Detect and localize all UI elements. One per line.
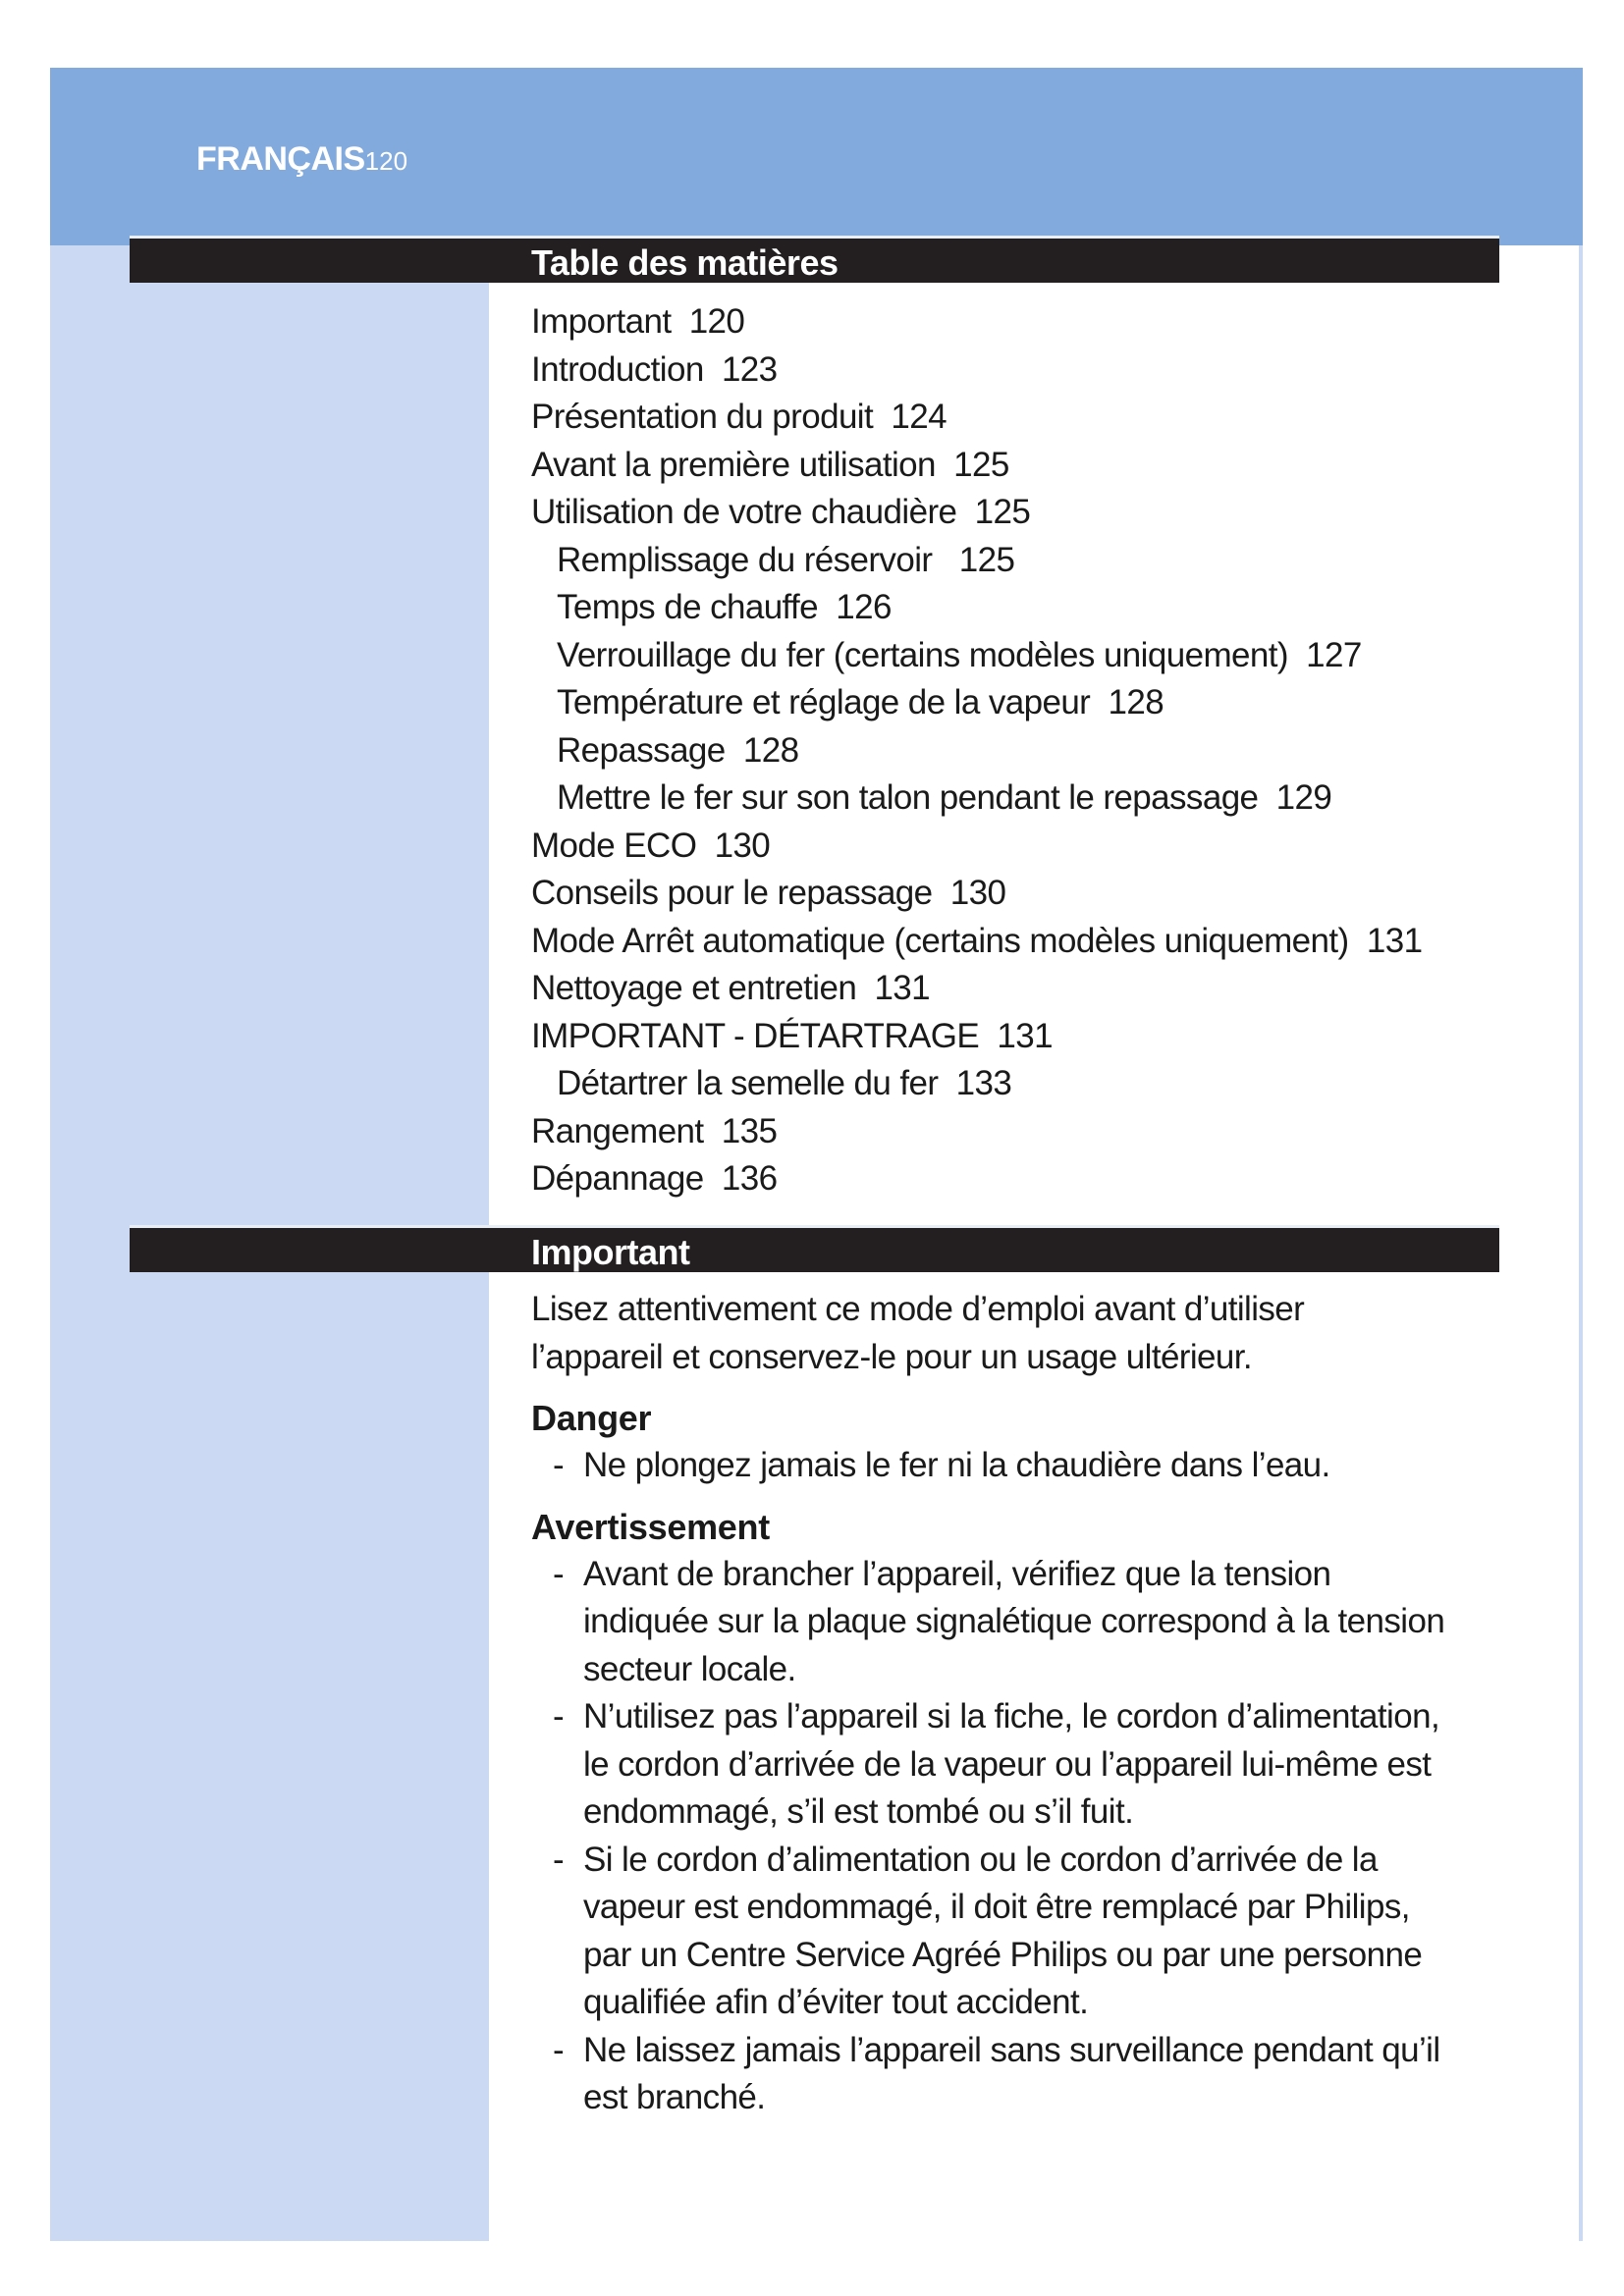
toc-item[interactable]: Dépannage 136 [531, 1159, 778, 1198]
toc-item[interactable]: Repassage 128 [557, 730, 799, 770]
bullet-line: endommagé, s’il est tombé ou s’il fuit. [531, 1789, 1513, 1837]
bullet-text: Ne laissez jamais l’appareil sans survei… [583, 2030, 1440, 2069]
bullet-line: - Avant de brancher l’appareil, vérifiez … [531, 1551, 1513, 1599]
toc-item[interactable]: Rangement 135 [531, 1111, 778, 1150]
bullet-dash: - [553, 1446, 565, 1484]
bullet-text: est branché. [583, 2078, 766, 2116]
bullet-line: est branché. [531, 2074, 1513, 2122]
toc-item[interactable]: Avant la première utilisation 125 [531, 445, 1009, 484]
bullet-dash: - [553, 1697, 565, 1735]
danger-list: - Ne plongez jamais le fer ni la chaudièr… [531, 1442, 1513, 1490]
danger-heading: Danger [531, 1398, 652, 1438]
bullet-line: - Ne plongez jamais le fer ni la chaudièr… [531, 1442, 1513, 1490]
language-label: FRANÇAIS [196, 140, 365, 178]
bullet-line: le cordon d’arrivée de la vapeur ou l’ap… [531, 1741, 1513, 1789]
toc-item[interactable]: Utilisation de votre chaudière 125 [531, 493, 1031, 531]
toc-title: Table des matières [531, 242, 839, 283]
toc-item[interactable]: Mode ECO 130 [531, 826, 771, 865]
toc-list: Important 120 Introduction 123 Présentatio… [531, 298, 1423, 1203]
bullet-line: qualifiée afin d’éviter tout accident. [531, 1979, 1513, 2027]
bullet-text: Si le cordon d’alimentation ou le cordon… [583, 1840, 1378, 1879]
bullet-text: Ne plongez jamais le fer ni la chaudière… [583, 1446, 1330, 1484]
bullet-dash: - [553, 1554, 565, 1593]
warning-list: - Avant de brancher l’appareil, vérifiez … [531, 1551, 1513, 2122]
warning-heading: Avertissement [531, 1506, 770, 1547]
toc-item[interactable]: Température et réglage de la vapeur 128 [557, 683, 1164, 721]
toc-item[interactable]: Mettre le fer sur son talon pendant le r… [557, 778, 1332, 817]
bullet-line: indiquée sur la plaque signalétique corr… [531, 1598, 1513, 1646]
header-band [50, 68, 1583, 245]
toc-item[interactable]: Introduction 123 [531, 349, 778, 389]
important-heading-bar: Important [130, 1225, 1499, 1272]
bullet-line: secteur locale. [531, 1646, 1513, 1694]
bullet-dash: - [553, 1840, 565, 1879]
bullet-text: le cordon d’arrivée de la vapeur ou l’ap… [583, 1744, 1432, 1784]
toc-item[interactable]: Présentation du produit 124 [531, 398, 947, 436]
page-header: FRANÇAIS120 [196, 140, 407, 179]
toc-item[interactable]: Conseils pour le repassage 130 [531, 874, 1006, 912]
intro-line: l’appareil et conservez-le pour un usage… [531, 1337, 1253, 1376]
bullet-line: par un Centre Service Agréé Philips ou p… [531, 1932, 1513, 1980]
bullet-text: Avant de brancher l’appareil, vérifiez q… [583, 1554, 1331, 1593]
toc-item[interactable]: Important 120 [531, 302, 745, 341]
bullet-text: N’utilisez pas l’appareil si la fiche, l… [583, 1697, 1440, 1735]
bullet-text: secteur locale. [583, 1649, 796, 1688]
page-number: 120 [364, 146, 408, 176]
toc-item[interactable]: Temps de chauffe 126 [557, 588, 892, 626]
toc-heading-bar: Table des matières [130, 236, 1499, 283]
toc-item[interactable]: Remplissage du réservoir 125 [557, 540, 1015, 579]
toc-item[interactable]: Détartrer la semelle du fer 133 [557, 1064, 1012, 1102]
toc-item[interactable]: Nettoyage et entretien 131 [531, 969, 931, 1007]
bullet-line: - Si le cordon d’alimentation ou le cordo… [531, 1837, 1513, 1885]
bullet-text: qualifiée afin d’éviter tout accident. [583, 1983, 1089, 2021]
bullet-text: endommagé, s’il est tombé ou s’il fuit. [583, 1792, 1134, 1831]
toc-item[interactable]: Verrouillage du fer (certains modèles un… [557, 635, 1362, 674]
bullet-text: vapeur est endommagé, il doit être rempl… [583, 1888, 1410, 1926]
bullet-line: vapeur est endommagé, il doit être rempl… [531, 1884, 1513, 1932]
bullet-line: - Ne laissez jamais l’appareil sans surve… [531, 2027, 1513, 2075]
bullet-dash: - [553, 2030, 565, 2069]
toc-item[interactable]: IMPORTANT - DÉTARTRAGE 131 [531, 1016, 1054, 1055]
toc-item[interactable]: Mode Arrêt automatique (certains modèles… [531, 921, 1423, 960]
intro-line: Lisez attentivement ce mode d’emploi ava… [531, 1290, 1305, 1328]
important-section: Lisez attentivement ce mode d’emploi ava… [531, 1286, 1513, 2122]
bullet-text: par un Centre Service Agréé Philips ou p… [583, 1935, 1423, 1974]
bullet-text: indiquée sur la plaque signalétique corr… [583, 1602, 1445, 1640]
bullet-line: - N’utilisez pas l’appareil si la fiche, … [531, 1693, 1513, 1741]
important-title: Important [531, 1232, 690, 1272]
right-border [1579, 245, 1583, 2241]
